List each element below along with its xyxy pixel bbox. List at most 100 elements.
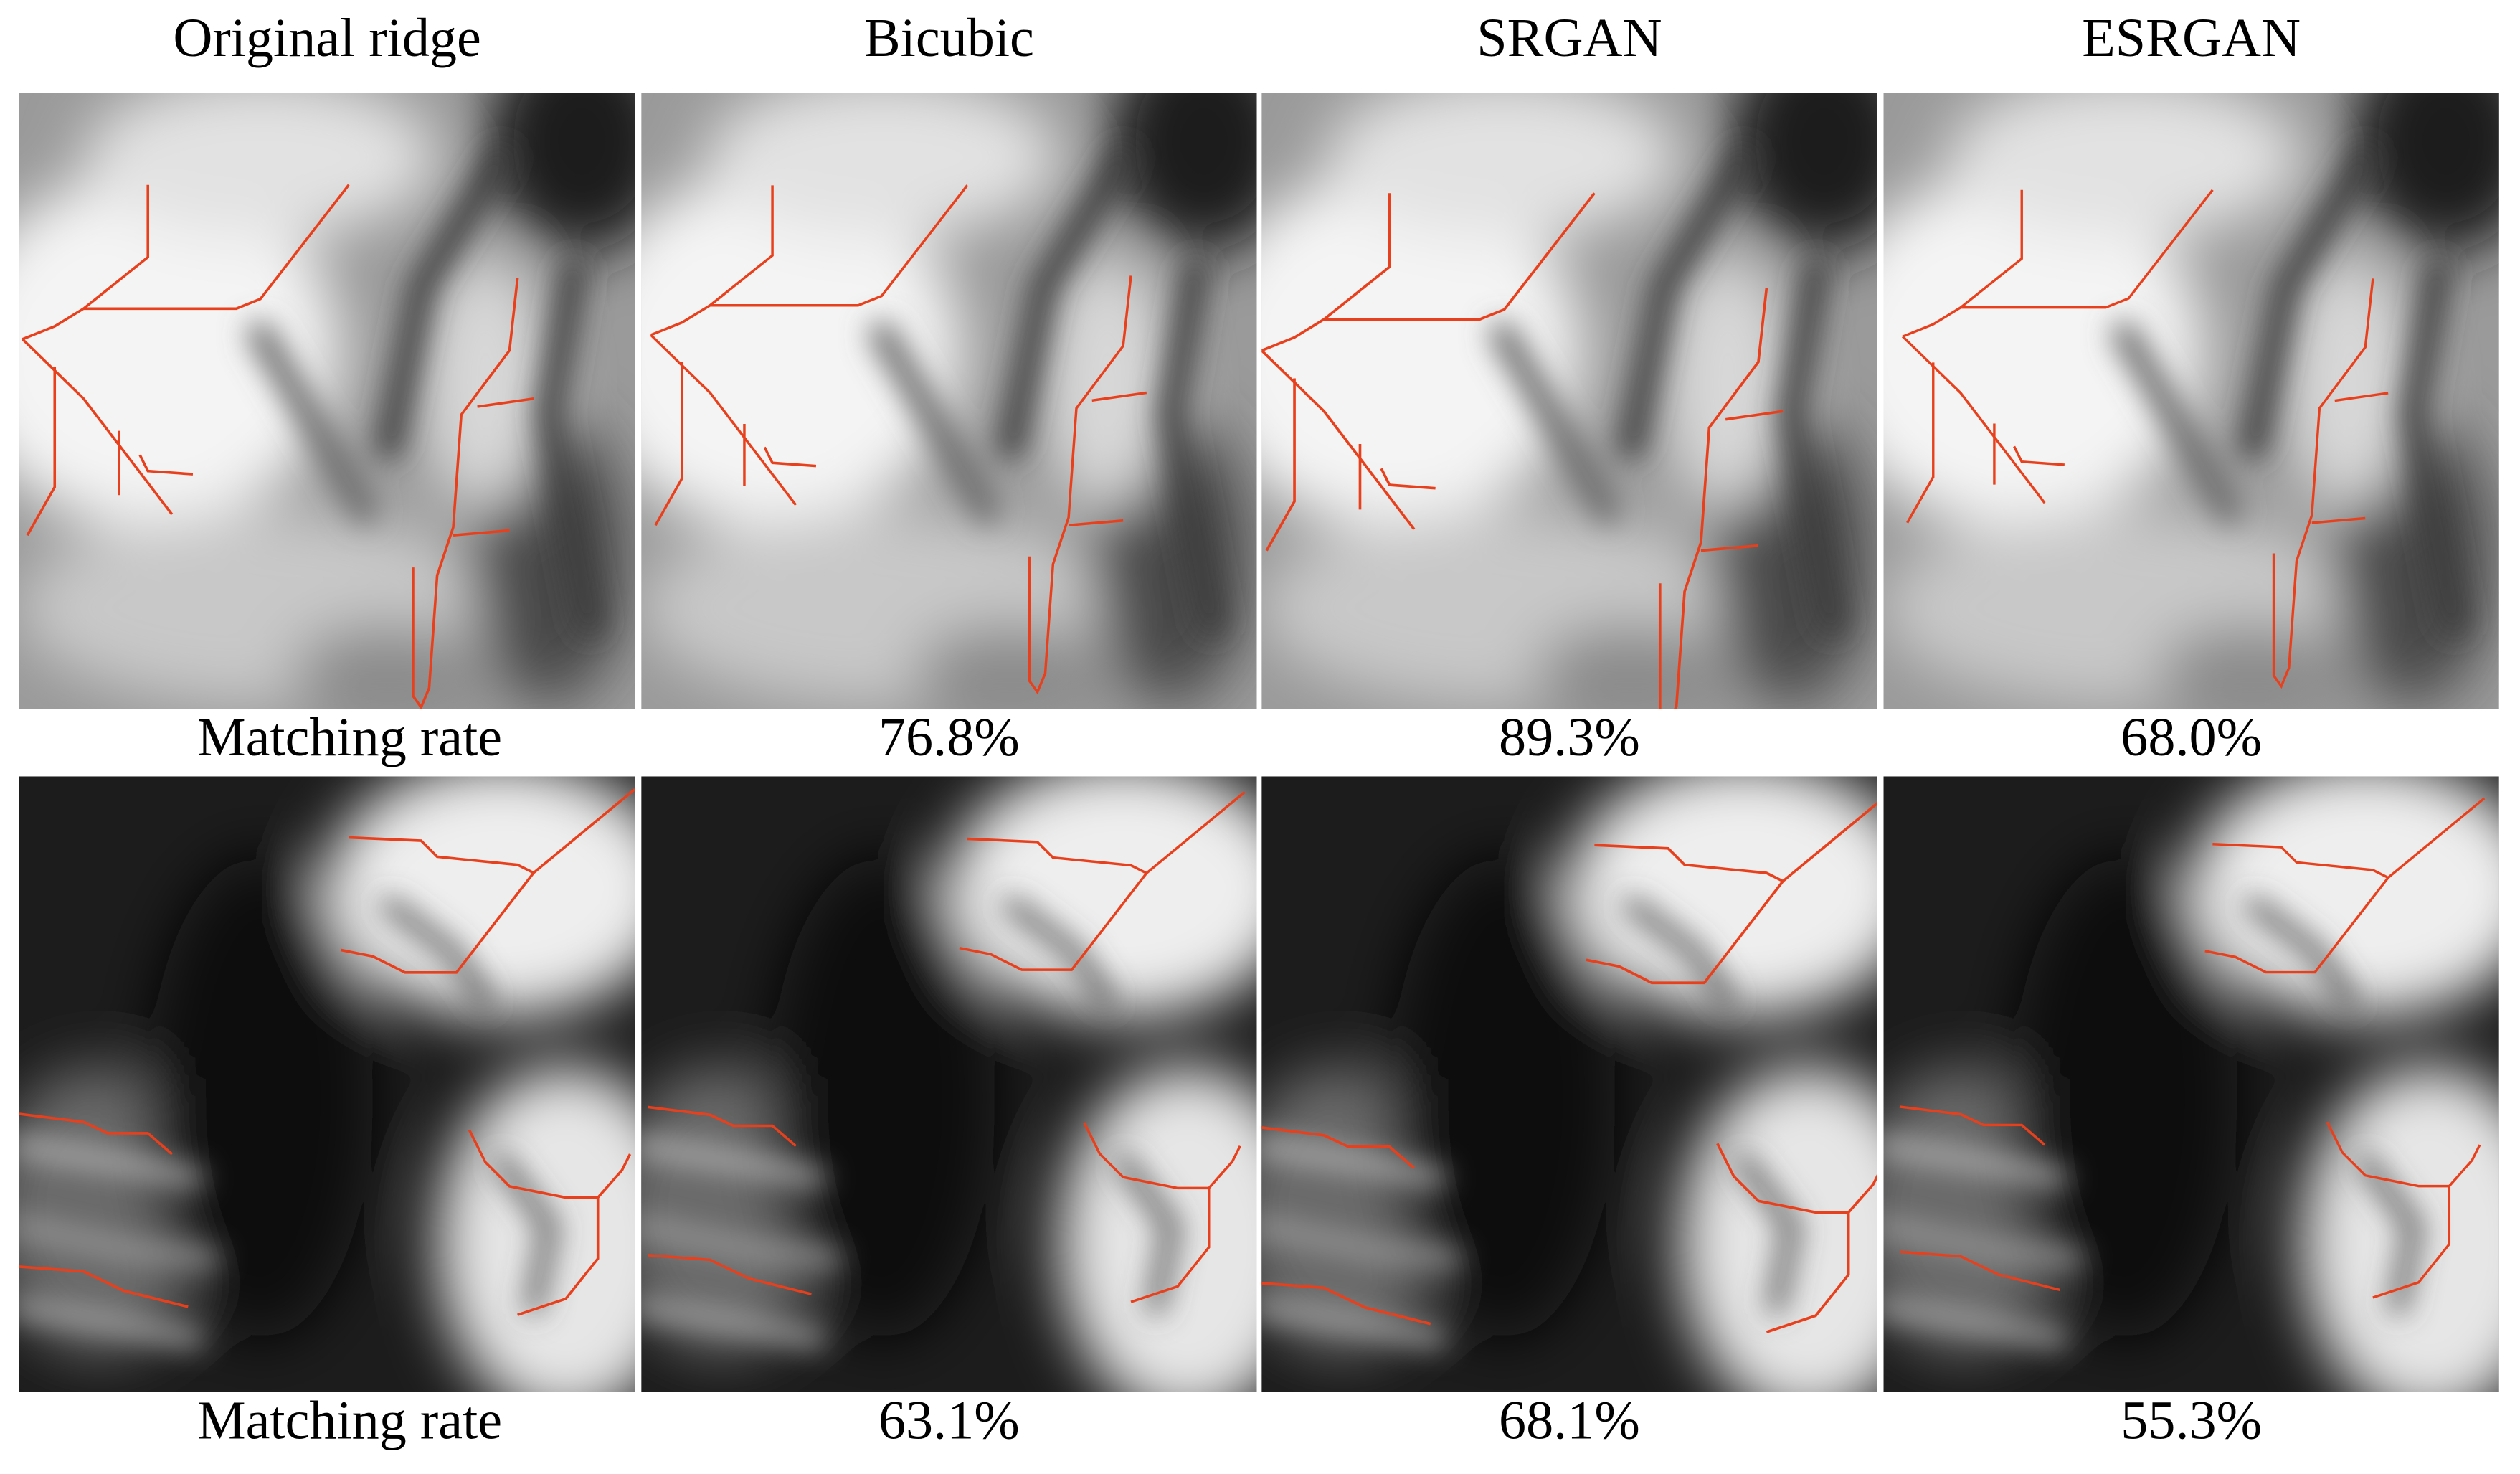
ridge-line <box>1906 362 1935 524</box>
ridge-line <box>1899 1105 2046 1146</box>
ridge-line <box>19 1265 189 1308</box>
terrain-image <box>1229 760 1936 1419</box>
terrain <box>1229 760 1936 1419</box>
ridge-line <box>22 338 174 516</box>
image-panel <box>577 29 1300 720</box>
ridge-line <box>1725 410 1784 421</box>
ridge-line <box>2326 1121 2481 1188</box>
ridge-line <box>1261 1282 1431 1326</box>
terrain <box>1819 29 2520 720</box>
ridge-lines <box>1261 801 1877 1333</box>
ridge-line <box>1902 189 2214 338</box>
ridge-line <box>650 184 969 336</box>
ridge-line <box>468 1129 632 1199</box>
image-panel <box>1229 760 1936 1419</box>
ridge-line <box>1323 193 1391 321</box>
ridge-line <box>648 1254 812 1295</box>
ridge-line <box>26 366 57 537</box>
ridge-line <box>1766 1212 1850 1333</box>
ridge-line <box>453 529 510 537</box>
matching-rate: 55.3% <box>2121 1390 2262 1450</box>
matching-rate: 63.1% <box>878 1390 1020 1450</box>
ridge-line <box>138 454 194 476</box>
ridge-line <box>2372 1186 2451 1299</box>
terrain <box>577 29 1300 720</box>
image-panel <box>1198 29 1920 720</box>
column-header: SRGAN <box>1477 8 1662 68</box>
image-panel <box>0 760 694 1419</box>
ridge-line <box>1586 801 1877 985</box>
ridge-line <box>1716 1143 1877 1214</box>
ridge-lines <box>1899 797 2486 1299</box>
ridge-line <box>1261 349 1416 530</box>
terrain-image <box>1198 29 1920 720</box>
ridge-lines <box>650 184 1147 695</box>
ridge-line <box>1658 288 1768 709</box>
ridge-line <box>959 790 1246 971</box>
ridge-lines <box>1261 192 1784 709</box>
ridge-line <box>412 278 519 709</box>
terrain <box>0 29 678 720</box>
terrain-image <box>577 29 1300 720</box>
ridge-line <box>2204 797 2486 974</box>
column-header: Bicubic <box>864 8 1034 68</box>
terrain <box>609 760 1316 1419</box>
matching-rate: 68.0% <box>2121 707 2262 767</box>
ridge-line <box>647 1105 797 1148</box>
ridge-line <box>967 837 1147 874</box>
image-panel <box>1852 760 2520 1419</box>
ridge-lines <box>1901 189 2389 689</box>
ridge-line <box>517 1197 600 1316</box>
ridge-line <box>1261 192 1596 352</box>
ridge-line <box>1700 544 1759 552</box>
ridge-line <box>2212 843 2389 879</box>
ridge-line <box>340 788 635 974</box>
matching-rate: 89.3% <box>1499 707 1640 767</box>
ridge-line <box>650 334 797 506</box>
terrain-image <box>0 760 694 1419</box>
terrain-image <box>1819 29 2520 720</box>
ridge-line <box>1960 189 2023 309</box>
terrain-image <box>0 29 678 720</box>
ridge-line <box>1901 335 2046 504</box>
terrain-image <box>1852 760 2520 1419</box>
ridge-line <box>709 185 774 307</box>
ridge-line <box>2334 392 2389 402</box>
row-label: Matching rate <box>197 707 502 767</box>
ridge-line <box>19 1112 174 1156</box>
ridge-line <box>1594 844 1784 883</box>
column-header: ESRGAN <box>2082 8 2301 68</box>
ridge-line <box>654 362 683 526</box>
ridge-lines <box>19 788 635 1316</box>
ridge-line <box>1091 391 1147 402</box>
terrain <box>1852 760 2520 1419</box>
terrain-image <box>609 760 1316 1419</box>
ridge-line <box>1265 378 1296 552</box>
matching-rate: 76.8% <box>878 707 1020 767</box>
ridge-line <box>1130 1188 1211 1303</box>
ridge-lines <box>22 184 534 709</box>
ridge-line <box>2311 516 2366 524</box>
ridge-line <box>1899 1250 2060 1292</box>
ridge-line <box>2013 445 2065 466</box>
image-panel <box>1819 29 2520 720</box>
terrain <box>1198 29 1920 720</box>
ridge-line <box>349 836 534 874</box>
ridge-line <box>1083 1122 1241 1190</box>
ridge-line <box>2272 278 2374 689</box>
image-panel <box>609 760 1316 1419</box>
ridge-line <box>763 446 817 468</box>
ridge-line <box>22 184 350 341</box>
ridge-lines <box>647 790 1246 1303</box>
column-header: Original ridge <box>173 8 481 68</box>
ridge-line <box>477 397 534 408</box>
image-panel <box>0 29 678 720</box>
ridge-line <box>1068 519 1124 526</box>
terrain <box>0 760 694 1419</box>
ridge-line <box>1028 275 1132 695</box>
ridge-line <box>82 184 150 310</box>
matching-rate: 68.1% <box>1499 1390 1640 1450</box>
ridge-line <box>1261 1126 1416 1169</box>
